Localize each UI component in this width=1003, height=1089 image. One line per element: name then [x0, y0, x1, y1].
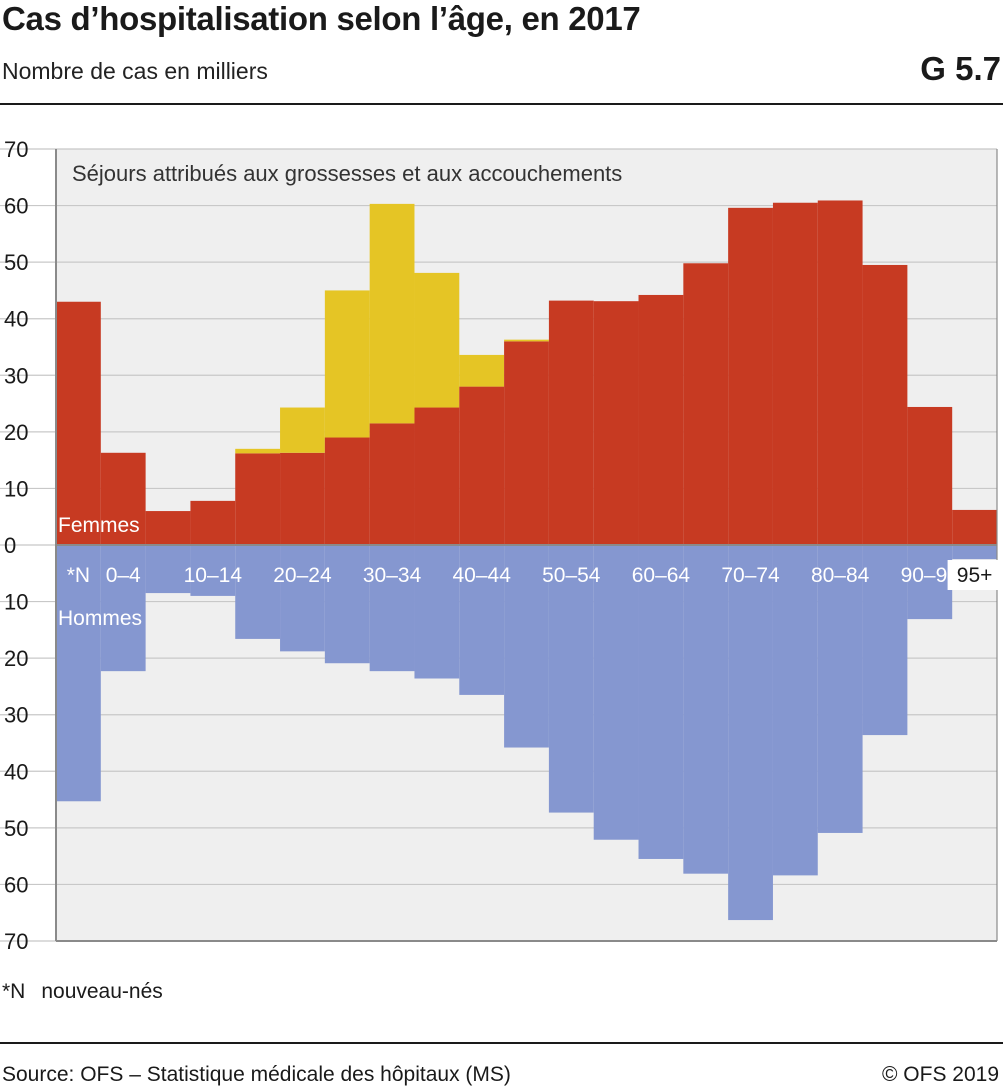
bar-femmes [56, 301, 101, 545]
y-tick-label: 20 [4, 420, 28, 445]
bar-hommes [280, 545, 325, 652]
plot-layer: 70 60 50 40 30 20 10 0 10 20 30 40 50 60 70 *N 0–4 10–14 2… [0, 137, 1002, 954]
bar-hommes [683, 545, 729, 874]
x-tick-label: 50–54 [542, 564, 601, 587]
bar-femmes [190, 500, 236, 545]
bar-femmes [683, 263, 729, 545]
x-tick-label: *N [67, 564, 90, 587]
x-tick-label: 70–74 [721, 564, 780, 587]
bar-grossesses [414, 272, 460, 408]
y-tick-label: 40 [4, 759, 28, 784]
y-tick-label: 0 [4, 533, 16, 558]
bar-hommes [145, 545, 191, 594]
bar-hommes [504, 545, 549, 748]
bar-hommes [593, 545, 639, 840]
footnote-text: nouveau-nés [41, 980, 163, 1003]
x-tick-label: 10–14 [184, 564, 243, 587]
header-rule [0, 103, 1003, 105]
bar-femmes [459, 386, 505, 545]
x-tick-label-background [947, 560, 1002, 590]
bar-grossesses [369, 203, 415, 424]
bar-grossesses [324, 290, 370, 438]
x-tick-label: 30–34 [363, 564, 422, 587]
bar-hommes [190, 545, 236, 596]
bar-femmes [548, 300, 594, 545]
bar-femmes [414, 407, 460, 545]
y-tick-label: 70 [4, 137, 28, 162]
y-tick-label: 50 [4, 250, 28, 275]
bar-hommes [459, 545, 505, 695]
y-tick-label: 70 [4, 929, 28, 954]
bar-hommes [817, 545, 863, 833]
x-tick-label: 60–64 [632, 564, 691, 587]
x-tick-label: 95+ [957, 564, 993, 587]
bar-hommes [907, 545, 953, 620]
footnote: *N nouveau-nés [2, 980, 163, 1004]
bar-femmes [100, 452, 146, 545]
bar-hommes [369, 545, 415, 672]
x-tick-label: 80–84 [811, 564, 870, 587]
bar-hommes [772, 545, 818, 876]
bar-grossesses [235, 448, 281, 454]
y-tick-label: 60 [4, 194, 28, 219]
bar-femmes [235, 453, 281, 545]
y-tick-label: 10 [4, 590, 28, 615]
bar-femmes [324, 437, 370, 545]
bar-grossesses [504, 339, 549, 342]
y-tick-label: 40 [4, 307, 28, 332]
bar-femmes [907, 406, 953, 545]
y-tick-label: 50 [4, 816, 28, 841]
chart-subtitle: Nombre de cas en milliers [2, 58, 268, 84]
copyright-text: © OFS 2019 [881, 1063, 999, 1086]
bar-femmes [862, 264, 908, 545]
bar-femmes [638, 294, 684, 545]
bar-femmes [369, 423, 415, 545]
bar-hommes [728, 545, 773, 921]
bar-femmes [145, 511, 191, 545]
y-tick-label: 30 [4, 363, 28, 388]
y-tick-label: 20 [4, 646, 28, 671]
bar-grossesses [280, 407, 325, 453]
x-tick-label: 90–94 [901, 564, 960, 587]
chart-title: Cas d’hospitalisation selon l’âge, en 20… [2, 0, 641, 37]
bar-hommes [638, 545, 684, 859]
x-tick-label: 20–24 [273, 564, 332, 587]
bar-grossesses [459, 354, 505, 387]
bar-hommes [235, 545, 281, 639]
chart-area: 70 60 50 40 30 20 10 0 10 20 30 40 50 60 70 *N 0–4 10–14 2… [0, 137, 1002, 954]
annotation-text: Séjours attribués aux grossesses et aux … [72, 161, 622, 186]
source-text: Source: OFS – Statistique médicale des h… [2, 1063, 511, 1086]
bar-hommes [324, 545, 370, 664]
bar-hommes [56, 545, 101, 802]
graphic-number: G 5.7 [920, 50, 1001, 87]
bar-hommes [548, 545, 594, 813]
bar-hommes [952, 545, 997, 560]
footnote-symbol: *N [2, 980, 26, 1003]
bar-hommes [862, 545, 908, 736]
series-label-hommes: Hommes [58, 607, 142, 630]
bar-femmes [728, 207, 773, 545]
bar-femmes [280, 452, 325, 545]
bar-femmes [817, 200, 863, 545]
bar-femmes [772, 202, 818, 545]
y-tick-label: 30 [4, 703, 28, 728]
bar-femmes [504, 341, 549, 545]
x-tick-label: 0–4 [106, 564, 141, 587]
bar-hommes [100, 545, 146, 672]
x-tick-label: 40–44 [452, 564, 511, 587]
bar-hommes [414, 545, 460, 679]
footer-rule [0, 1042, 1003, 1044]
bar-femmes [593, 301, 639, 545]
y-tick-label: 60 [4, 872, 28, 897]
bar-femmes [952, 509, 997, 545]
y-tick-label: 10 [4, 476, 28, 501]
series-label-femmes: Femmes [58, 514, 140, 537]
